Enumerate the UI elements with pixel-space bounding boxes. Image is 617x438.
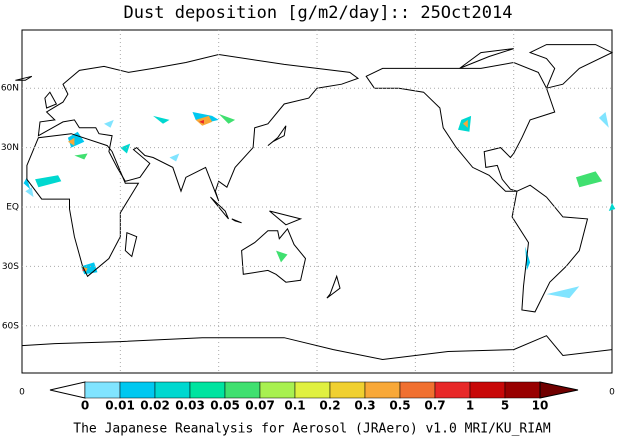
dust-hotspot xyxy=(67,137,75,146)
dust-patch xyxy=(218,113,236,124)
coastline xyxy=(528,44,614,89)
dust-patch xyxy=(104,119,114,128)
dust-patch xyxy=(74,153,88,160)
coastline xyxy=(26,133,140,278)
coastline xyxy=(365,61,556,192)
colorbar-label: 0.03 xyxy=(175,399,205,413)
footer: The Japanese Reanalysis for Aerosol (JRA… xyxy=(73,422,551,437)
dust-patch xyxy=(25,187,34,198)
colorbar-box xyxy=(119,381,156,399)
dust-patch xyxy=(576,171,603,188)
coastline xyxy=(44,91,58,109)
dust-patch xyxy=(23,177,31,190)
lat-label: 30N xyxy=(1,143,19,153)
colorbar-label: 0.05 xyxy=(210,399,240,413)
coastline xyxy=(241,227,307,283)
colorbar-label: 0.07 xyxy=(245,399,275,413)
colorbar-box xyxy=(364,381,401,399)
dust-hotspot xyxy=(82,268,85,272)
colorbar-label: 10 xyxy=(532,399,549,413)
colorbar-box xyxy=(504,381,541,399)
coastline xyxy=(37,53,360,202)
colorbar-box xyxy=(224,381,261,399)
dust-hotspot xyxy=(462,119,468,128)
title: Dust deposition [g/m2/day]:: 25Oct2014 xyxy=(124,3,513,23)
colorbar-arrow xyxy=(49,381,86,399)
colorbar-label: 5 xyxy=(501,399,509,413)
dust-hotspot xyxy=(199,119,204,124)
dust-patch xyxy=(546,286,580,299)
coastline xyxy=(15,75,33,81)
lat-label: 30S xyxy=(2,262,19,272)
coastline xyxy=(124,231,138,258)
colorbar-label: 0.7 xyxy=(424,399,445,413)
colorbar-box xyxy=(469,381,506,399)
colorbar-label: 0.5 xyxy=(389,399,410,413)
colorbar-label: 0.3 xyxy=(354,399,375,413)
colorbar-label: 1 xyxy=(466,399,474,413)
coastline xyxy=(231,218,242,224)
corner-label: 0 xyxy=(609,388,615,398)
dust-patch xyxy=(276,250,288,263)
colorbar-box xyxy=(154,381,191,399)
colorbar-label: 0 xyxy=(81,399,89,413)
coastline xyxy=(21,335,613,361)
colorbar-box xyxy=(294,381,331,399)
dust-patch xyxy=(169,153,180,162)
coastline xyxy=(269,210,303,226)
dust-patch xyxy=(35,175,62,188)
coastline xyxy=(210,196,229,220)
colorbar-box xyxy=(399,381,436,399)
colorbar-label: 0.02 xyxy=(140,399,170,413)
corner-label: 0 xyxy=(19,388,25,398)
colorbar-box xyxy=(84,381,121,399)
colorbar-box xyxy=(329,381,366,399)
dust-patch xyxy=(120,143,131,154)
lat-label: 60S xyxy=(2,321,19,331)
coastline xyxy=(511,184,589,313)
coastline xyxy=(326,274,341,299)
dust-patch xyxy=(598,112,609,128)
coastline xyxy=(267,125,287,146)
coastline xyxy=(459,48,514,69)
colorbar-box xyxy=(434,381,471,399)
colorbar-box xyxy=(189,381,226,399)
colorbar-label: 0.1 xyxy=(284,399,305,413)
lat-label: 60N xyxy=(1,84,19,94)
dust-patch xyxy=(608,203,616,211)
map-frame xyxy=(21,29,613,374)
lat-label: EQ xyxy=(6,203,19,213)
map: 60N 30N EQ 30S 60S xyxy=(1,29,616,374)
colorbar-box xyxy=(259,381,296,399)
colorbar-label: 0.01 xyxy=(105,399,135,413)
colorbar-label: 0.2 xyxy=(319,399,340,413)
dust-patch xyxy=(153,115,170,124)
colorbar-arrow xyxy=(539,381,579,399)
